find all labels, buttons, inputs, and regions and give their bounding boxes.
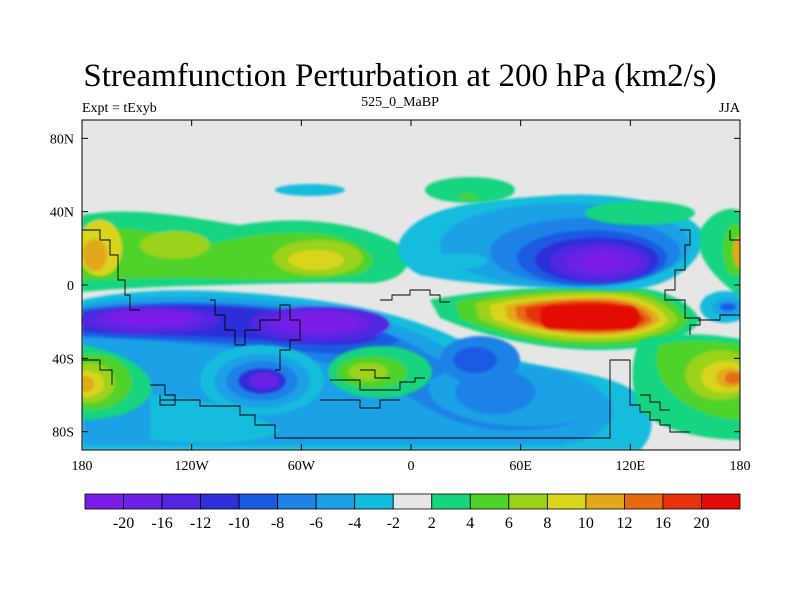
colorbar-swatch — [238, 493, 279, 510]
y-axis-ticks: 80N 40N 0 40S 80S — [50, 132, 740, 441]
colorbar-label: 12 — [616, 515, 632, 532]
season-label: JJA — [718, 101, 740, 116]
x-tick-label: 120E — [616, 459, 646, 474]
colorbar-label: -6 — [310, 515, 323, 532]
colorbar-swatch — [200, 493, 240, 510]
colorbar-swatch — [662, 493, 702, 510]
y-tick-label: 40S — [52, 352, 74, 367]
colorbar-swatch — [546, 493, 587, 510]
colorbar-swatch — [585, 493, 625, 510]
colorbar-swatch — [508, 493, 548, 510]
colorbar-label: -10 — [228, 515, 249, 532]
colorbar — [84, 493, 741, 510]
colorbar-swatch — [431, 493, 471, 510]
northern-positive-band — [82, 211, 408, 292]
colorbar-swatch — [354, 493, 394, 510]
plot-title: Streamfunction Perturbation at 200 hPa (… — [83, 58, 717, 94]
colorbar-label: 6 — [505, 515, 513, 532]
y-tick-label: 80N — [50, 132, 74, 147]
colorbar-labels: -20 -16 -12 -10 -8 -6 -4 -2 2 4 6 8 10 12 16 20 — [113, 515, 710, 532]
x-tick-label: 180 — [730, 459, 751, 474]
x-tick-label: 180 — [72, 459, 93, 474]
colorbar-swatch — [315, 493, 356, 510]
x-tick-label: 60W — [288, 459, 316, 474]
y-tick-label: 40N — [50, 206, 74, 221]
coastline-overlay — [82, 229, 740, 439]
colorbar-label: 20 — [693, 515, 709, 532]
west-south-pacific-high — [82, 345, 280, 443]
y-tick-label: 80S — [52, 426, 74, 441]
colorbar-label: 16 — [655, 515, 671, 532]
indian-ocean-low — [428, 336, 602, 427]
colorbar-label: 10 — [578, 515, 594, 532]
eastern-pacific-features — [632, 208, 740, 440]
colorbar-swatch — [469, 493, 510, 510]
colorbar-swatch — [624, 493, 664, 510]
colorbar-swatch — [701, 493, 741, 510]
tropical-positive-band — [430, 285, 700, 350]
colorbar-swatch — [277, 493, 317, 510]
colorbar-label: -16 — [151, 515, 172, 532]
colorbar-swatch — [84, 493, 124, 510]
colorbar-label: -8 — [271, 515, 284, 532]
northern-small-cells — [275, 177, 695, 269]
colorbar-label: -20 — [113, 515, 134, 532]
y-tick-label: 0 — [67, 279, 74, 294]
colorbar-swatch — [123, 493, 163, 510]
south-pacific-low — [200, 345, 324, 415]
colorbar-swatch — [392, 493, 433, 510]
colorbar-label: -12 — [190, 515, 211, 532]
colorbar-label: 2 — [428, 515, 436, 532]
colorbar-label: -2 — [387, 515, 400, 532]
experiment-label: Expt = tExyb — [82, 101, 157, 116]
colorbar-label: -4 — [348, 515, 361, 532]
colorbar-swatch — [161, 493, 201, 510]
x-axis-ticks: 180 120W 60W 0 60E 120E 180 — [72, 120, 751, 474]
colorbar-label: 8 — [543, 515, 551, 532]
run-label: 525_0_MaBP — [361, 95, 439, 110]
x-tick-label: 0 — [408, 459, 415, 474]
x-tick-label: 60E — [509, 459, 532, 474]
x-tick-label: 120W — [175, 459, 210, 474]
colorbar-label: 4 — [466, 515, 474, 532]
